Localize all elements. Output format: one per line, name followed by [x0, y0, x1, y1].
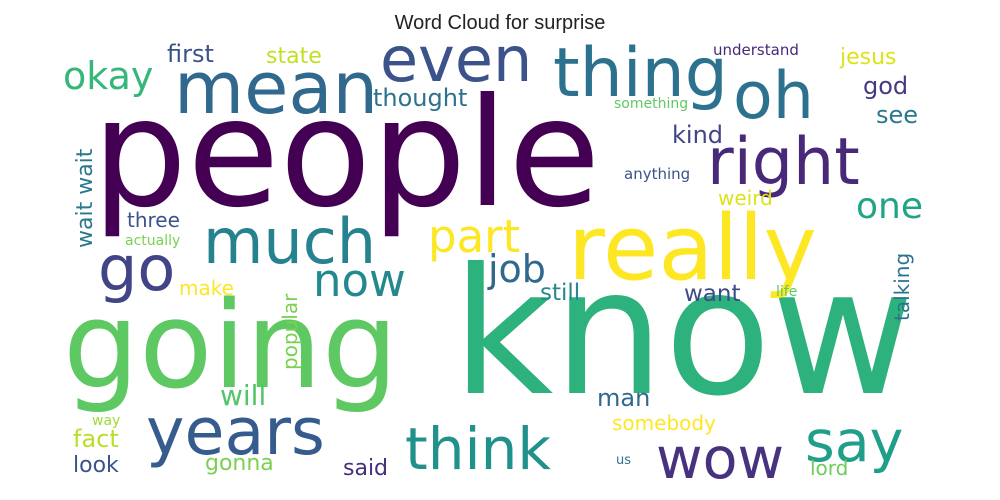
word-mean: mean [174, 46, 378, 130]
word-talking: talking [890, 253, 914, 321]
word-years: years [146, 395, 325, 470]
word-still: still [540, 280, 580, 306]
word-okay: okay [63, 54, 153, 98]
word-god: god [863, 72, 908, 100]
word-one: one [856, 186, 923, 227]
word-understand: understand [713, 41, 799, 59]
word-wait-wait: wait wait [73, 148, 98, 248]
word-say: say [805, 409, 903, 475]
word-now: now [313, 254, 406, 307]
word-something: something [614, 96, 688, 112]
word-look: look [73, 453, 119, 478]
word-thought: thought [373, 84, 467, 112]
word-kind: kind [672, 121, 723, 149]
word-will: will [220, 379, 266, 412]
word-actually: actually [125, 233, 180, 249]
word-right: right [707, 125, 860, 200]
word-oh: oh [733, 59, 814, 134]
word-part: part [428, 210, 520, 263]
word-popular: popular [278, 293, 302, 370]
word-gonna: gonna [205, 451, 274, 476]
word-wow: wow [656, 426, 784, 492]
word-job: job [487, 247, 546, 291]
word-think: think [405, 415, 551, 483]
word-us: us [616, 453, 631, 468]
word-jesus: jesus [839, 45, 897, 70]
figure-title: Word Cloud for surprise [394, 12, 606, 34]
word-thing: thing [553, 34, 728, 113]
word-make: make [179, 276, 234, 300]
word-somebody: somebody [612, 411, 716, 435]
word-see: see [876, 101, 918, 129]
word-weird: weird [718, 186, 773, 210]
word-life: life [776, 284, 797, 300]
word-three: three [127, 208, 180, 232]
word-people: people [92, 67, 600, 241]
word-first: first [167, 40, 214, 68]
word-go: go [98, 232, 175, 305]
word-even: even [380, 23, 532, 96]
word-much: much [203, 205, 376, 278]
word-anything: anything [624, 165, 690, 183]
word-said: said [343, 456, 388, 481]
word-want: want [684, 281, 741, 307]
word-really: really [568, 196, 817, 301]
word-man: man [597, 384, 650, 412]
word-lord: lord [810, 456, 848, 480]
word-fact: fact [73, 425, 119, 453]
word-state: state [266, 44, 322, 69]
word-way: way [92, 413, 120, 429]
word-going: going [63, 277, 398, 416]
word-know: know [452, 232, 914, 435]
